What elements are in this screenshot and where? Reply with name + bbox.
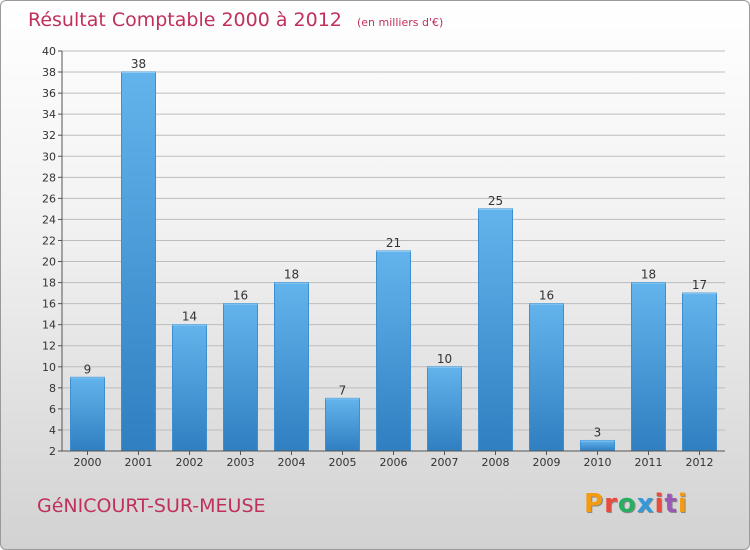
y-tick-label: 26 — [42, 192, 56, 205]
data-label: 16 — [539, 289, 554, 303]
grid-lines — [62, 50, 725, 452]
y-tick-label: 20 — [42, 256, 56, 269]
x-tick-label: 2005 — [329, 456, 357, 469]
x-tick-label: 2006 — [380, 456, 408, 469]
y-tick-label: 6 — [49, 403, 56, 416]
axes — [58, 50, 725, 455]
y-tick-label: 32 — [42, 129, 56, 142]
logo-letter: P — [584, 489, 605, 519]
x-tick-label: 2007 — [431, 456, 459, 469]
bar-2004 — [274, 282, 309, 452]
logo-letter: o — [617, 489, 637, 519]
bar-2003 — [223, 303, 258, 452]
data-label: 17 — [692, 278, 707, 292]
data-label: 9 — [84, 362, 92, 376]
data-label: 10 — [437, 352, 452, 366]
x-tick-label: 2011 — [635, 456, 663, 469]
x-tick-label: 2000 — [74, 456, 102, 469]
data-label: 21 — [386, 236, 401, 250]
bar-2009 — [529, 303, 564, 452]
bar-2002 — [172, 324, 207, 452]
y-tick-label: 12 — [42, 340, 56, 353]
chart-title-text: Résultat Comptable 2000 à 2012 — [28, 9, 342, 31]
logo-letter: i — [677, 489, 688, 519]
chart-title: Résultat Comptable 2000 à 2012 (en milli… — [28, 9, 443, 31]
bar-2008 — [478, 208, 513, 452]
logo-letter: x — [636, 489, 655, 519]
town-name: GéNICOURT-SUR-MEUSE — [37, 495, 266, 517]
data-label: 3 — [594, 425, 602, 439]
y-tick-label: 14 — [42, 319, 56, 332]
data-label: 16 — [233, 289, 248, 303]
y-tick-label: 30 — [42, 150, 56, 163]
y-tick-label: 4 — [49, 424, 56, 437]
y-tick-label: 24 — [42, 213, 56, 226]
chart-unit-text: (en milliers d'€) — [356, 16, 444, 29]
labels: 2468101214161820222426283032343638409200… — [42, 45, 714, 469]
y-tick-label: 16 — [42, 298, 56, 311]
bar-2000 — [70, 376, 105, 452]
bar-2006 — [376, 250, 411, 452]
bar-2010 — [580, 439, 615, 452]
y-tick-label: 18 — [42, 277, 56, 290]
y-tick-label: 2 — [49, 445, 56, 458]
y-tick-label: 34 — [42, 108, 56, 121]
y-tick-label: 38 — [42, 66, 56, 79]
data-label: 7 — [339, 383, 347, 397]
data-label: 25 — [488, 194, 503, 208]
data-label: 38 — [131, 57, 146, 71]
y-tick-label: 10 — [42, 361, 56, 374]
x-tick-label: 2008 — [482, 456, 510, 469]
y-tick-label: 22 — [42, 234, 56, 247]
data-label: 18 — [284, 268, 299, 282]
data-label: 14 — [182, 310, 197, 324]
data-label: 18 — [641, 268, 656, 282]
bar-2005 — [325, 397, 360, 452]
y-tick-label: 8 — [49, 382, 56, 395]
x-tick-label: 2003 — [227, 456, 255, 469]
x-tick-label: 2010 — [584, 456, 612, 469]
x-tick-label: 2002 — [176, 456, 204, 469]
y-tick-label: 40 — [42, 45, 56, 58]
bars — [70, 71, 717, 452]
y-tick-label: 28 — [42, 171, 56, 184]
x-tick-label: 2001 — [125, 456, 153, 469]
logo-letter: t — [664, 489, 678, 519]
y-tick-label: 36 — [42, 87, 56, 100]
bar-2007 — [427, 366, 462, 452]
bar-2011 — [631, 282, 666, 452]
x-tick-label: 2009 — [533, 456, 561, 469]
logo-letter: i — [654, 489, 665, 519]
bar-2012 — [682, 292, 717, 452]
x-tick-label: 2004 — [278, 456, 306, 469]
bar-2001 — [121, 71, 156, 452]
proxiti-logo: Proxiti — [584, 489, 688, 519]
x-tick-label: 2012 — [686, 456, 714, 469]
logo-letter: r — [604, 489, 618, 519]
